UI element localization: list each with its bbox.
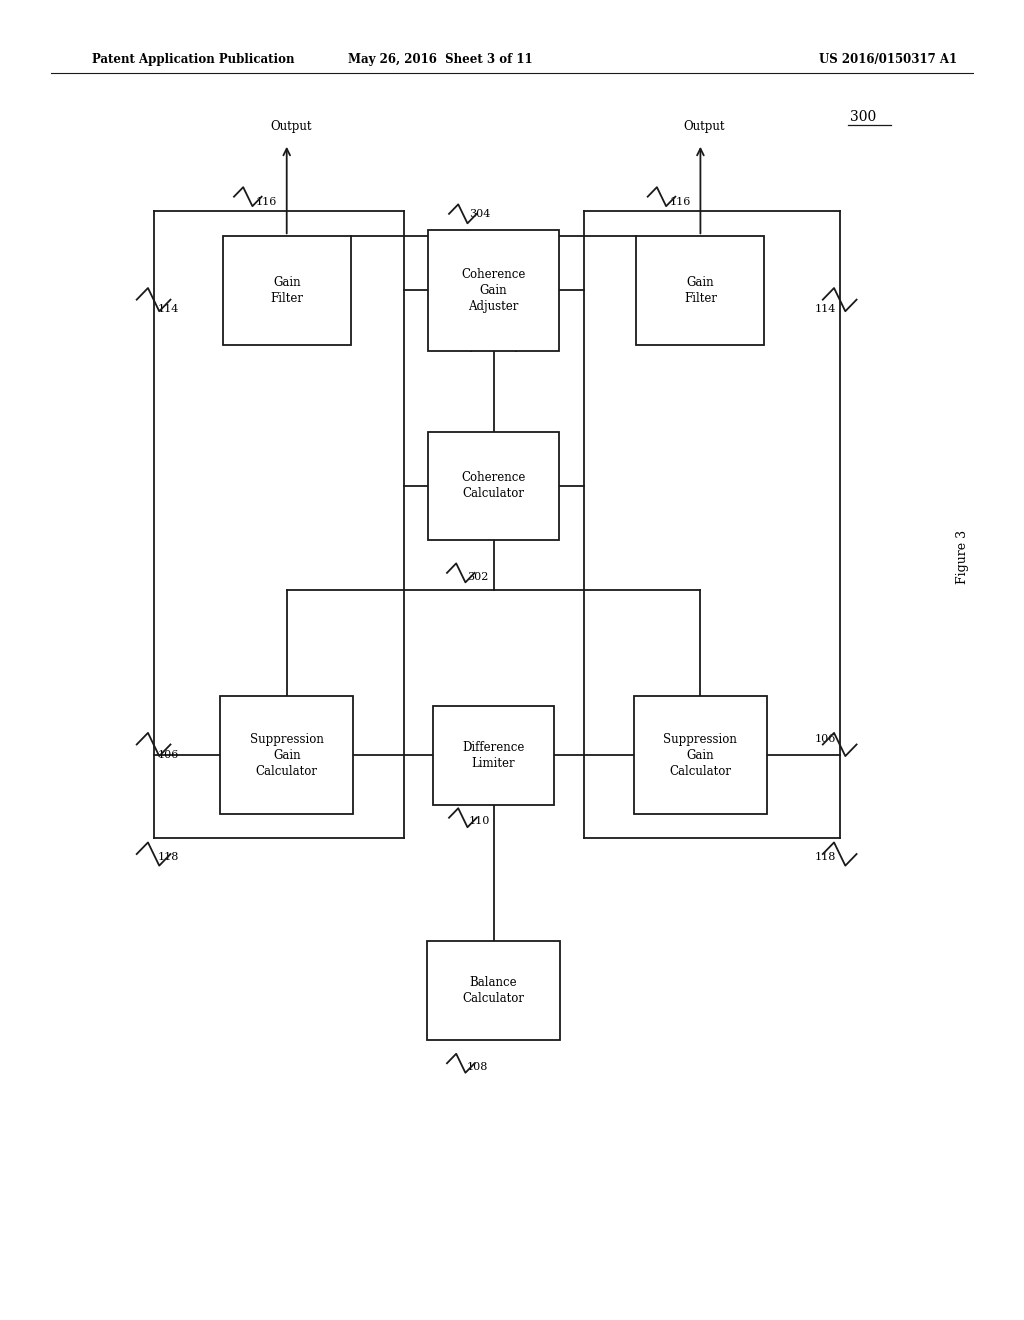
Text: 302: 302 — [467, 572, 488, 582]
Text: 304: 304 — [469, 209, 490, 219]
Text: May 26, 2016  Sheet 3 of 11: May 26, 2016 Sheet 3 of 11 — [348, 53, 532, 66]
Text: 106: 106 — [814, 734, 836, 744]
Text: Coherence
Calculator: Coherence Calculator — [462, 471, 525, 500]
Bar — [428, 432, 559, 540]
Text: Suppression
Gain
Calculator: Suppression Gain Calculator — [250, 733, 324, 777]
Text: 110: 110 — [469, 816, 490, 826]
Text: 114: 114 — [158, 304, 179, 314]
Text: Figure 3: Figure 3 — [956, 529, 969, 585]
Text: Output: Output — [270, 120, 311, 133]
Bar — [428, 230, 559, 351]
Bar — [220, 696, 353, 814]
Text: 118: 118 — [814, 851, 836, 862]
Text: US 2016/0150317 A1: US 2016/0150317 A1 — [819, 53, 957, 66]
Text: 106: 106 — [158, 750, 179, 760]
Text: 116: 116 — [670, 197, 691, 207]
Text: Difference
Limiter: Difference Limiter — [463, 741, 524, 770]
Text: Balance
Calculator: Balance Calculator — [463, 975, 524, 1005]
Text: Gain
Filter: Gain Filter — [684, 276, 717, 305]
Text: 118: 118 — [158, 851, 179, 862]
Bar — [637, 236, 764, 345]
Text: Suppression
Gain
Calculator: Suppression Gain Calculator — [664, 733, 737, 777]
Text: Gain
Filter: Gain Filter — [270, 276, 303, 305]
Bar — [433, 705, 554, 804]
Text: 300: 300 — [850, 110, 877, 124]
Text: Patent Application Publication: Patent Application Publication — [92, 53, 295, 66]
Bar — [223, 236, 350, 345]
Bar — [634, 696, 767, 814]
Text: Coherence
Gain
Adjuster: Coherence Gain Adjuster — [462, 268, 525, 313]
Text: 114: 114 — [814, 304, 836, 314]
Text: 108: 108 — [467, 1063, 488, 1072]
Bar — [427, 940, 560, 1040]
Text: 116: 116 — [256, 197, 278, 207]
Text: Output: Output — [684, 120, 725, 133]
